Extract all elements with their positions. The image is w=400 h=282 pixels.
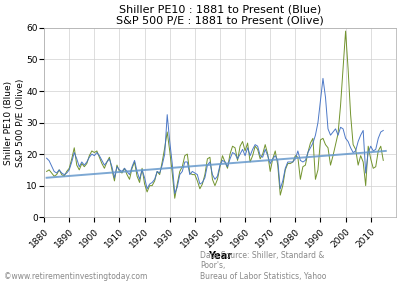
Text: ©www.retirementinvestingtoday.com: ©www.retirementinvestingtoday.com [4,272,147,281]
Y-axis label: Shiller PE10 (Blue)
S&P 500 P/E (Olive): Shiller PE10 (Blue) S&P 500 P/E (Olive) [4,78,25,167]
Title: Shiller PE10 : 1881 to Present (Blue)
S&P 500 P/E : 1881 to Present (Olive): Shiller PE10 : 1881 to Present (Blue) S&… [116,4,324,26]
Text: Data Source: Shiller, Standard &
Poor's,
Bureau of Labor Statistics, Yahoo: Data Source: Shiller, Standard & Poor's,… [200,251,326,281]
X-axis label: Year: Year [208,251,232,261]
